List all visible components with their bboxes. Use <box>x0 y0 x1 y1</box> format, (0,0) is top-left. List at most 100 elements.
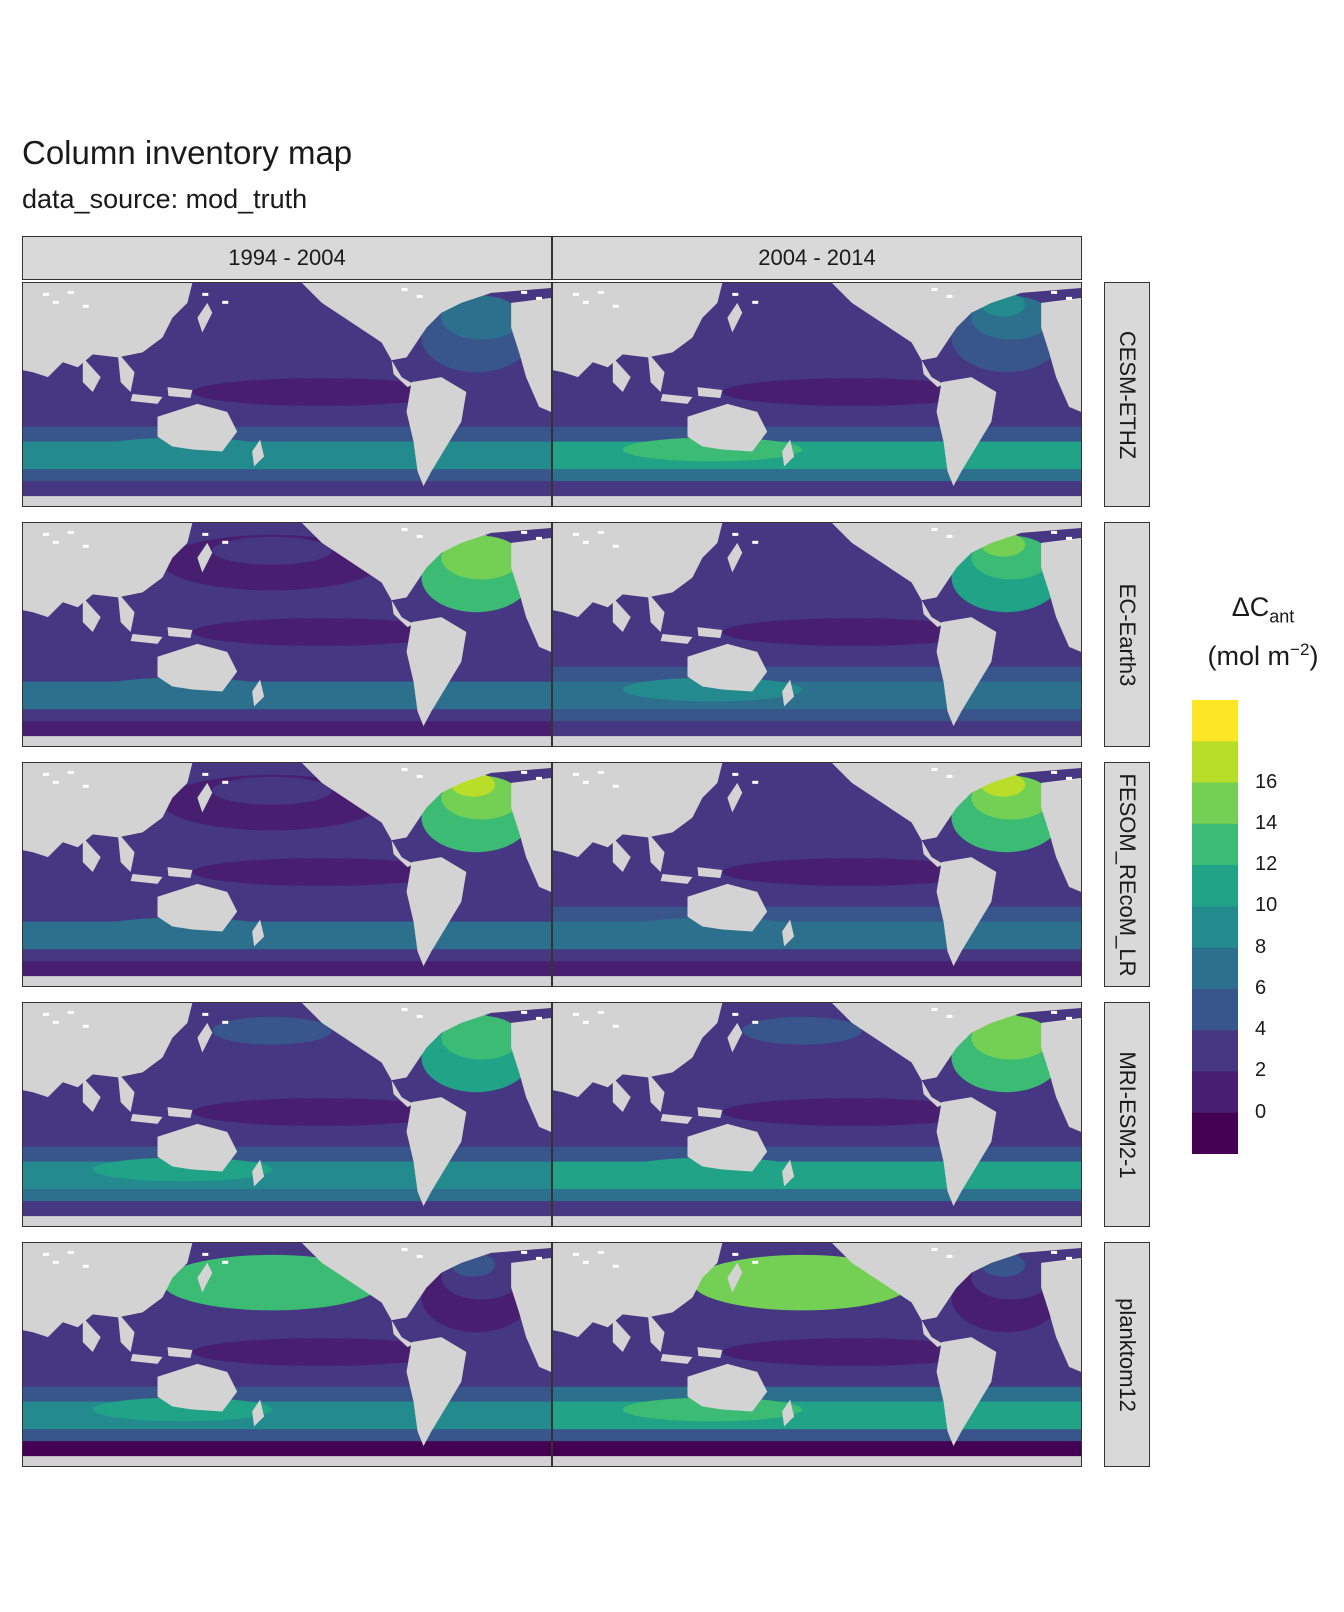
landmass <box>406 617 467 727</box>
landmass <box>406 377 467 487</box>
landmass <box>687 643 768 692</box>
sea-ice-patch <box>931 1247 938 1251</box>
landmass <box>511 1017 551 1132</box>
landmass <box>727 782 743 813</box>
sea-ice-patch <box>521 1010 528 1014</box>
landmass <box>553 523 723 618</box>
landmass <box>23 1243 193 1338</box>
facet-strip-period-1: 1994 - 2004 <box>22 236 552 280</box>
sea-ice-patch <box>732 1252 739 1256</box>
landmass <box>197 302 213 333</box>
map-panel <box>22 522 552 747</box>
landmass <box>936 377 997 487</box>
landmass <box>167 867 193 878</box>
legend-swatch <box>1192 1112 1238 1154</box>
north-pacific-core <box>212 296 332 325</box>
landmass <box>782 1399 795 1427</box>
landmass <box>23 523 193 618</box>
landmass <box>831 763 1081 841</box>
sea-ice-patch <box>732 772 739 776</box>
sea-ice-patch <box>222 540 229 544</box>
landmass <box>511 537 551 652</box>
sea-ice-patch <box>582 1260 589 1264</box>
landmass <box>157 643 238 692</box>
legend-tick-label: 4 <box>1255 1018 1267 1041</box>
landmass <box>831 523 1081 601</box>
equatorial-field <box>192 1338 452 1366</box>
ocean-map <box>553 1003 1081 1226</box>
landmass <box>252 439 265 467</box>
equatorial-field <box>192 1098 452 1126</box>
sea-ice-patch <box>416 774 423 778</box>
value-band <box>553 709 1081 722</box>
sea-ice-patch <box>222 300 229 304</box>
sea-ice-patch <box>612 304 619 308</box>
sea-ice-patch <box>752 540 759 544</box>
ocean-map <box>23 283 551 506</box>
value-patch <box>282 1403 422 1424</box>
value-patch <box>812 443 952 464</box>
sea-ice-patch <box>1051 530 1058 534</box>
landmass <box>1041 537 1081 652</box>
chart-subtitle: data_source: mod_truth <box>22 184 308 214</box>
landmass <box>660 394 693 404</box>
legend-tick-label: 14 <box>1255 811 1278 834</box>
sea-ice-patch <box>401 767 408 771</box>
facet-strip-model-5: planktom12 <box>1104 1242 1150 1467</box>
landmass <box>612 1317 631 1353</box>
facet-strip-model-4: MRI-ESM2-1 <box>1104 1002 1150 1227</box>
value-band <box>553 469 1081 482</box>
sea-ice-patch <box>732 1012 739 1016</box>
sea-ice-patch <box>946 1014 953 1018</box>
sea-ice-patch <box>572 1012 579 1016</box>
landmass <box>167 1107 193 1118</box>
chart-title: Column inventory map <box>22 134 353 171</box>
sea-ice-patch <box>612 1264 619 1268</box>
landmass <box>647 832 665 873</box>
sea-ice-patch <box>202 772 209 776</box>
sea-ice-patch <box>572 1252 579 1256</box>
value-patch <box>282 1163 422 1184</box>
sea-ice-patch <box>401 1007 408 1011</box>
sea-ice-patch <box>1066 776 1073 780</box>
sea-ice-patch <box>521 290 528 294</box>
value-patch <box>282 443 422 464</box>
landmass <box>157 1363 238 1412</box>
north-pacific-core <box>742 1016 862 1045</box>
legend-tick-label: 10 <box>1255 894 1278 917</box>
landmass <box>511 777 551 892</box>
map-panel <box>22 282 552 507</box>
sea-ice-patch <box>67 1250 74 1254</box>
landmass <box>23 283 193 378</box>
landmass <box>117 352 135 393</box>
facet-strip-model-1: CESM-ETHZ <box>1104 282 1150 507</box>
value-patch <box>812 1163 952 1184</box>
landmass <box>1041 1257 1081 1372</box>
legend-swatch <box>1192 988 1238 1031</box>
landmass <box>301 763 551 841</box>
map-panel <box>22 762 552 987</box>
legend-swatch <box>1192 865 1238 907</box>
sea-ice-patch <box>612 784 619 788</box>
landmass <box>936 617 997 727</box>
landmass <box>647 352 665 393</box>
landmass <box>687 883 768 932</box>
legend-tick-label: 2 <box>1255 1059 1267 1082</box>
landmass <box>23 1216 551 1226</box>
sea-ice-patch <box>732 292 739 296</box>
legend-unit: (mol m−2) <box>1207 640 1319 671</box>
sea-ice-patch <box>401 1247 408 1251</box>
sea-ice-patch <box>612 544 619 548</box>
landmass <box>197 1262 213 1293</box>
landmass <box>553 736 1081 746</box>
sea-ice-patch <box>401 527 408 531</box>
sea-ice-patch <box>521 770 528 774</box>
landmass <box>1041 297 1081 412</box>
landmass <box>553 1003 723 1098</box>
landmass <box>23 763 193 858</box>
landmass <box>252 919 265 947</box>
landmass <box>301 283 551 361</box>
sea-ice-patch <box>1066 536 1073 540</box>
map-panel <box>552 282 1082 507</box>
landmass <box>936 1097 997 1207</box>
